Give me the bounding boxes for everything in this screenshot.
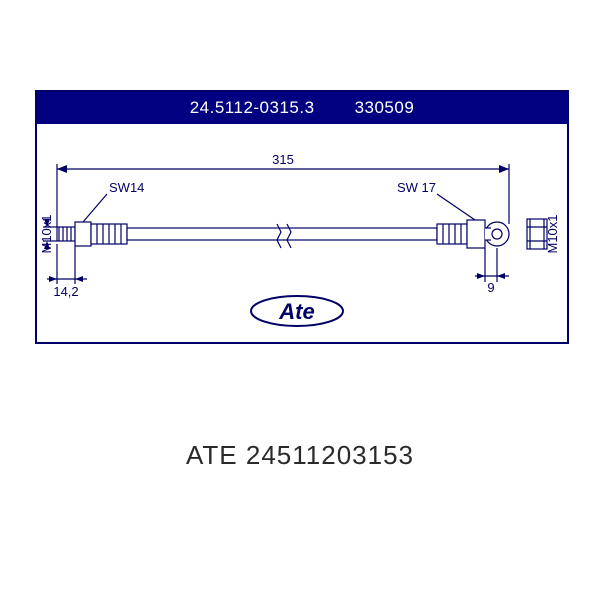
caption-code: 24511203153 — [246, 440, 414, 470]
caption: ATE 24511203153 — [0, 440, 600, 471]
dim-right-stub: 9 — [487, 280, 494, 295]
header-bar: 24.5112-0315.3 330509 — [37, 92, 567, 124]
left-hex-label: SW14 — [109, 180, 144, 195]
dim-total-length: 315 — [272, 152, 294, 167]
diagram-frame: 24.5112-0315.3 330509 — [35, 90, 569, 344]
part-number: 24.5112-0315.3 — [190, 98, 315, 118]
caption-brand: ATE — [186, 440, 238, 470]
alt-number: 330509 — [355, 98, 415, 118]
right-thread-label: M10x1 — [545, 214, 560, 253]
logo-text: Ate — [278, 299, 314, 324]
technical-drawing: 315 SW14 SW 17 M10x1 M10x1 14,2 — [37, 124, 563, 340]
right-hex-label: SW 17 — [397, 180, 436, 195]
dim-left-stub: 14,2 — [53, 284, 78, 299]
